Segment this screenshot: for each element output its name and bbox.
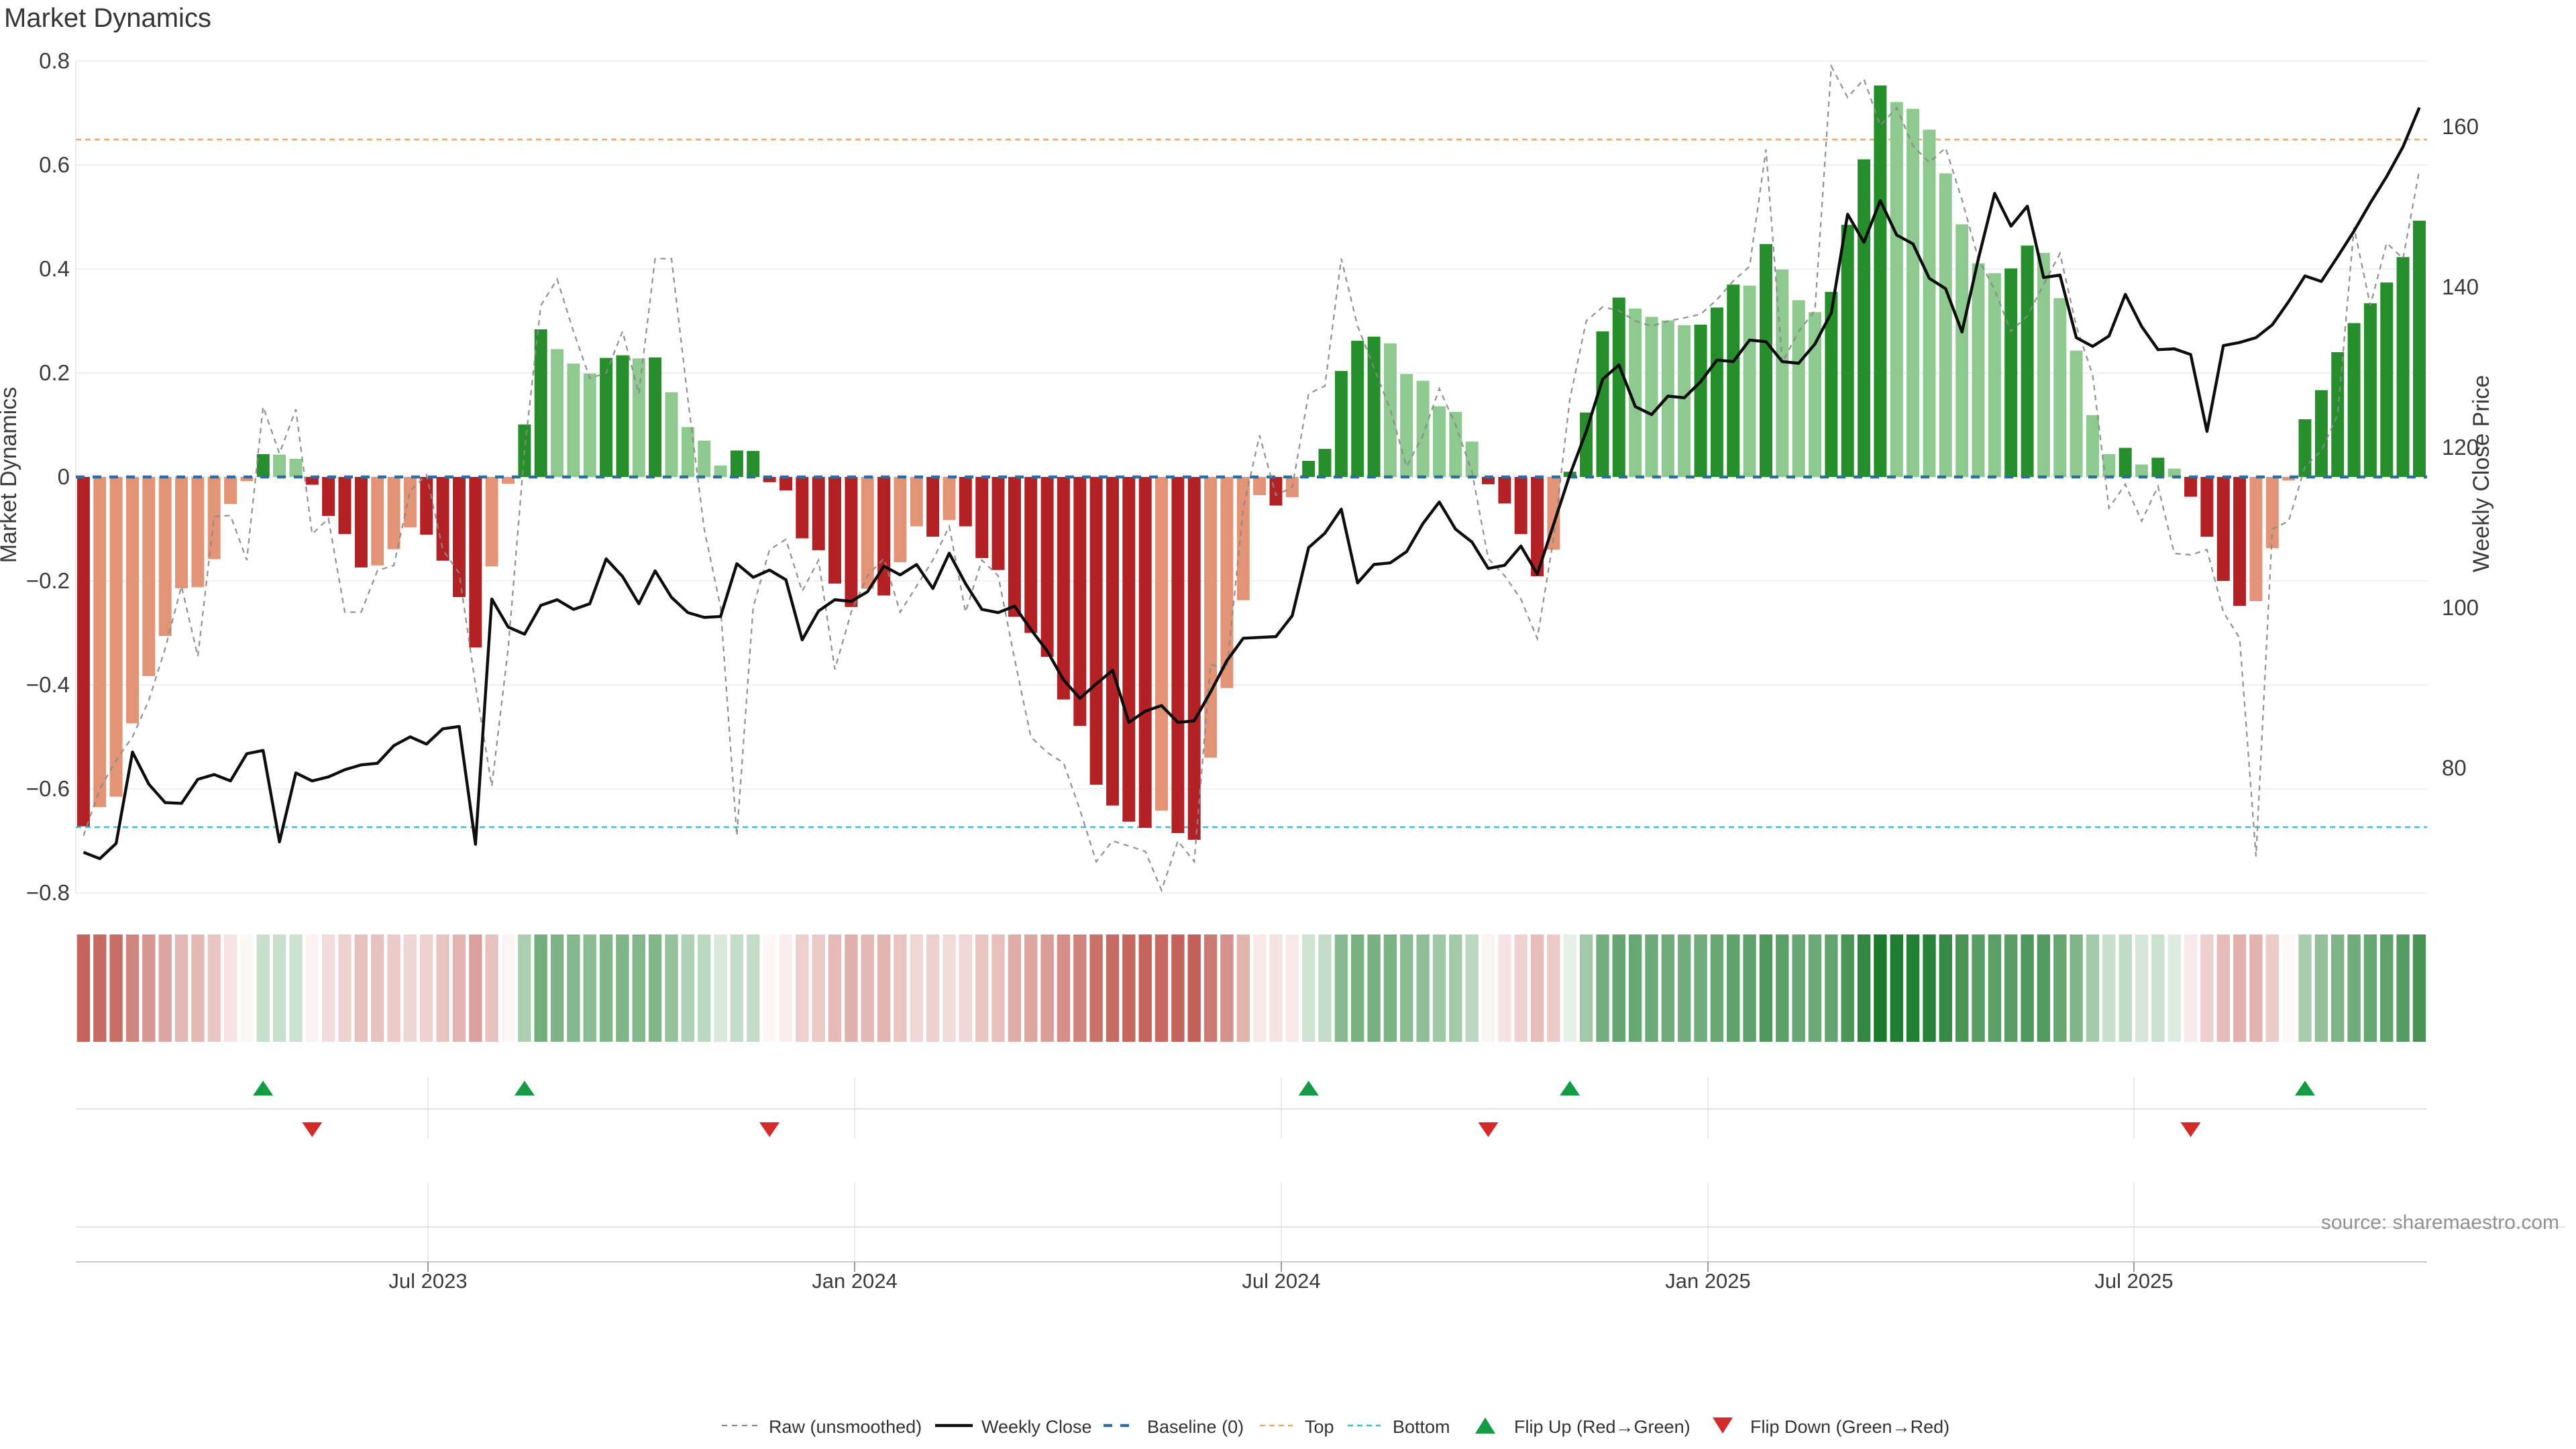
svg-text:Market Dynamics: Market Dynamics <box>0 387 21 564</box>
svg-text:140: 140 <box>2442 274 2479 299</box>
svg-text:160: 160 <box>2442 114 2479 139</box>
svg-text:100: 100 <box>2442 595 2479 620</box>
svg-text:Raw (unsmoothed): Raw (unsmoothed) <box>769 1417 922 1437</box>
svg-text:Market Dynamics: Market Dynamics <box>4 3 211 33</box>
svg-text:0.6: 0.6 <box>39 152 70 177</box>
svg-text:120: 120 <box>2442 435 2479 460</box>
svg-text:Flip Up (Red→Green): Flip Up (Red→Green) <box>1514 1417 1690 1437</box>
svg-text:Weekly Close: Weekly Close <box>981 1417 1092 1437</box>
svg-text:80: 80 <box>2442 755 2467 780</box>
svg-text:Top: Top <box>1305 1417 1334 1437</box>
svg-text:0: 0 <box>58 464 70 489</box>
svg-text:0.2: 0.2 <box>39 360 70 385</box>
svg-text:Flip Down (Green→Red): Flip Down (Green→Red) <box>1750 1417 1949 1437</box>
svg-text:Bottom: Bottom <box>1393 1417 1450 1437</box>
svg-text:−0.6: −0.6 <box>26 776 70 801</box>
svg-text:0.4: 0.4 <box>39 256 70 281</box>
svg-text:−0.2: −0.2 <box>26 568 70 593</box>
svg-text:Jul 2025: Jul 2025 <box>2094 1269 2173 1293</box>
svg-text:source: sharemaestro.com: source: sharemaestro.com <box>2321 1212 2559 1234</box>
svg-text:Baseline (0): Baseline (0) <box>1147 1417 1244 1437</box>
svg-text:−0.4: −0.4 <box>26 672 70 697</box>
svg-text:−0.8: −0.8 <box>26 880 70 905</box>
svg-text:Jan 2025: Jan 2025 <box>1665 1269 1751 1293</box>
svg-text:Jan 2024: Jan 2024 <box>812 1269 898 1293</box>
svg-text:Weekly Close Price: Weekly Close Price <box>2469 375 2494 572</box>
svg-text:Jul 2023: Jul 2023 <box>388 1269 467 1293</box>
svg-text:0.8: 0.8 <box>39 48 70 73</box>
svg-text:Jul 2024: Jul 2024 <box>1242 1269 1320 1293</box>
